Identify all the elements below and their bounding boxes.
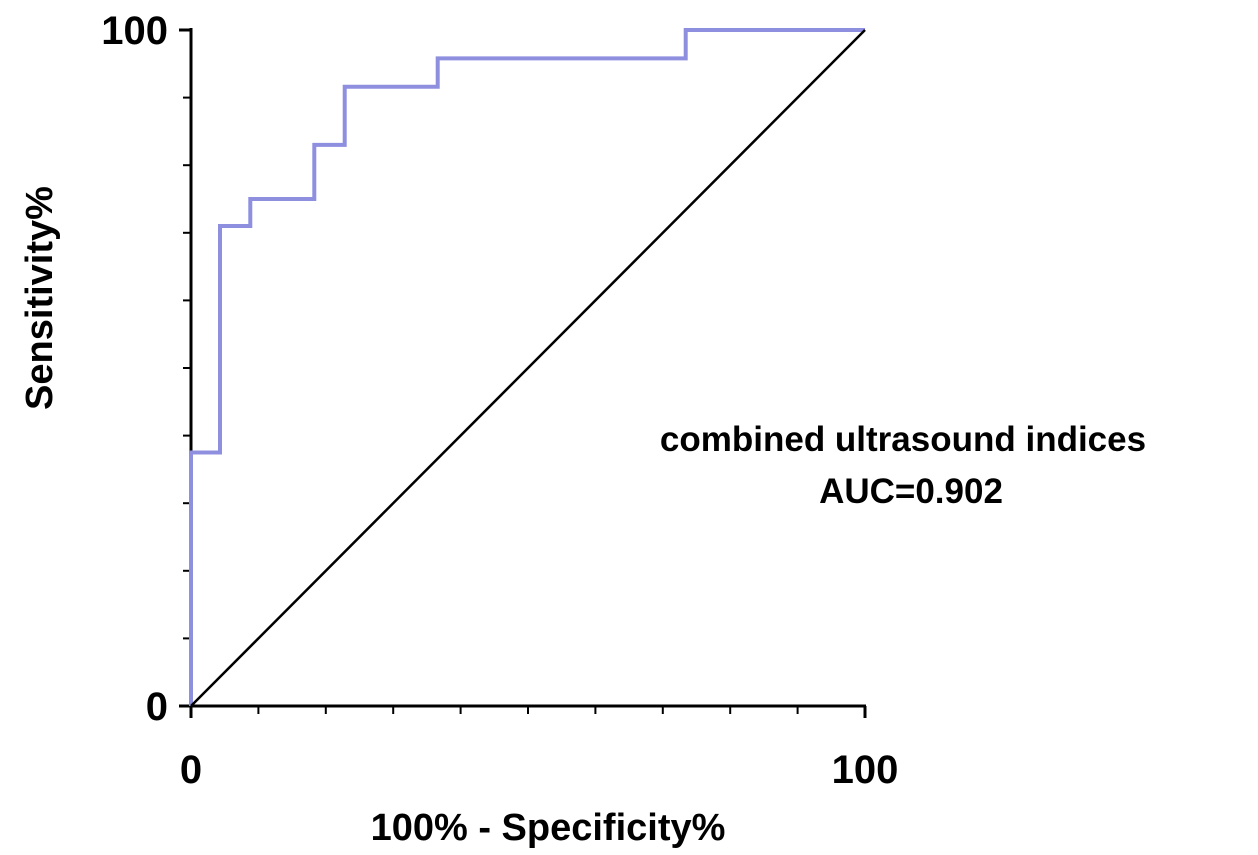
x-tick-label-right: 100 <box>832 748 899 792</box>
x-tick-label-left: 0 <box>180 748 202 792</box>
x-axis-title: 100% - Specificity% <box>371 807 726 849</box>
legend-label: combined ultrasound indices <box>660 420 1146 459</box>
y-tick-label-bottom: 0 <box>146 685 168 729</box>
series-group <box>189 28 866 707</box>
roc-curve-line <box>189 28 865 706</box>
y-axis-title: Sensitivity% <box>19 186 61 410</box>
y-tick-label-top: 100 <box>101 9 168 53</box>
auc-label: AUC=0.902 <box>819 472 1003 511</box>
ticks <box>179 28 867 718</box>
reference-diagonal-line <box>190 29 866 707</box>
